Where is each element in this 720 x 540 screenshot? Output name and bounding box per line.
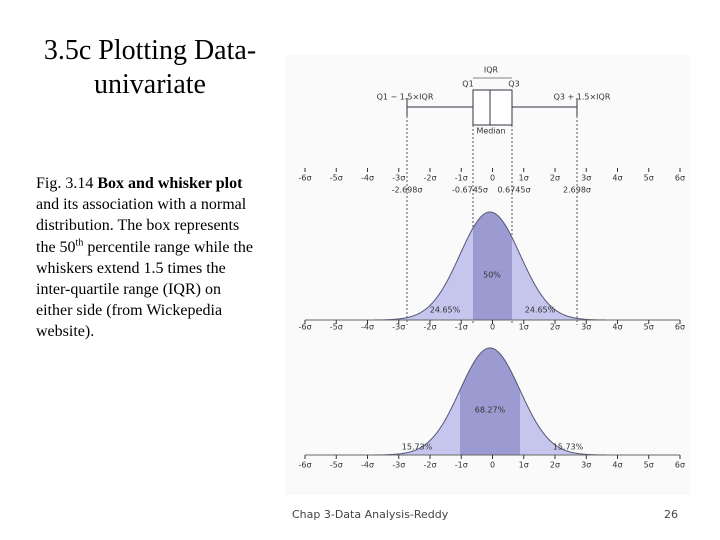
axis-label: 1σ <box>519 174 529 183</box>
axis-label: -2σ <box>423 174 436 183</box>
axis-label: -3σ <box>392 461 405 470</box>
slide-title: 3.5c Plotting Data- univariate <box>20 34 280 102</box>
axis-label: 4σ <box>612 461 622 470</box>
axis-label: -1σ <box>455 174 468 183</box>
axis-label: 3σ <box>581 461 591 470</box>
axis-label: -1σ <box>455 323 468 332</box>
box-label: Q3 + 1.5×IQR <box>554 93 611 102</box>
axis-label: 6σ <box>675 174 685 183</box>
box-label: Q1 − 1.5×IQR <box>377 93 434 102</box>
axis-label: -5σ <box>330 174 343 183</box>
caption-bold: Box and whisker plot <box>97 175 243 192</box>
axis-label: 3σ <box>581 174 591 183</box>
dashed-guides <box>406 116 578 325</box>
axis-label: 5σ <box>644 174 654 183</box>
axis-label: 5σ <box>644 461 654 470</box>
caption: Fig. 3.14 Box and whisker plot and its a… <box>36 173 258 343</box>
axis-label: 2σ <box>550 461 560 470</box>
title-line: univariate <box>94 69 206 100</box>
axis-label: -2σ <box>423 461 436 470</box>
axis-label: -6σ <box>298 323 311 332</box>
density-center <box>460 348 520 455</box>
title-line: 3.5c Plotting Data- <box>43 35 257 66</box>
box-label: Median <box>476 127 505 136</box>
axis-label: 6σ <box>675 323 685 332</box>
area-label: 50% <box>483 271 501 280</box>
axis-label: 1σ <box>519 461 529 470</box>
axis-label: -1σ <box>455 461 468 470</box>
area-label: 24.65% <box>430 306 461 315</box>
box-label: Q3 <box>508 80 519 89</box>
axis-label: 3σ <box>581 323 591 332</box>
axis-label: 0 <box>490 174 495 183</box>
axis-label: 2σ <box>550 323 560 332</box>
axis-label: 0 <box>490 461 495 470</box>
quantile-label: 2.698σ <box>563 186 591 195</box>
axis-label: 5σ <box>644 323 654 332</box>
axis-label: -3σ <box>392 323 405 332</box>
axis-label: -4σ <box>361 461 374 470</box>
area-label: 15.73% <box>402 443 433 452</box>
page-number: 26 <box>664 508 678 521</box>
axis-label: -5σ <box>330 323 343 332</box>
figure: IQR Q1 Q3 Q1 − 1.5×IQR Q3 + 1.5×IQR Medi… <box>298 65 686 470</box>
box-label: Q1 <box>462 80 473 89</box>
quantile-label: -0.6745σ <box>452 186 488 195</box>
axis-label: 0 <box>490 323 495 332</box>
box-label: IQR <box>484 66 499 75</box>
area-label: 15.73% <box>553 443 584 452</box>
axis-label: -4σ <box>361 323 374 332</box>
axis-label: -6σ <box>298 461 311 470</box>
density-center <box>473 212 512 320</box>
box <box>472 89 513 126</box>
boxplot <box>406 77 578 126</box>
axis-label: 6σ <box>675 461 685 470</box>
axis-label: -4σ <box>361 174 374 183</box>
footer-text: Chap 3-Data Analysis-Reddy <box>292 508 449 521</box>
axis-label: 4σ <box>612 323 622 332</box>
axis-label: 1σ <box>519 323 529 332</box>
area-label: 68.27% <box>475 406 506 415</box>
axis-label: 2σ <box>550 174 560 183</box>
area-label: 24.65% <box>525 306 556 315</box>
axis-label: -2σ <box>423 323 436 332</box>
axis-label: -3σ <box>392 174 405 183</box>
caption-sup: th <box>75 237 84 249</box>
caption-text: percentile range while the whiskers exte… <box>36 238 254 341</box>
caption-text: and its association with a normal distri… <box>36 196 247 256</box>
axis-label: -6σ <box>298 174 311 183</box>
axis-label: -5σ <box>330 461 343 470</box>
quantile-label: -2.698σ <box>392 186 423 195</box>
quantile-label: 0.6745σ <box>497 186 530 195</box>
caption-text: Fig. 3.14 <box>36 175 98 192</box>
axis-label: 4σ <box>612 174 622 183</box>
